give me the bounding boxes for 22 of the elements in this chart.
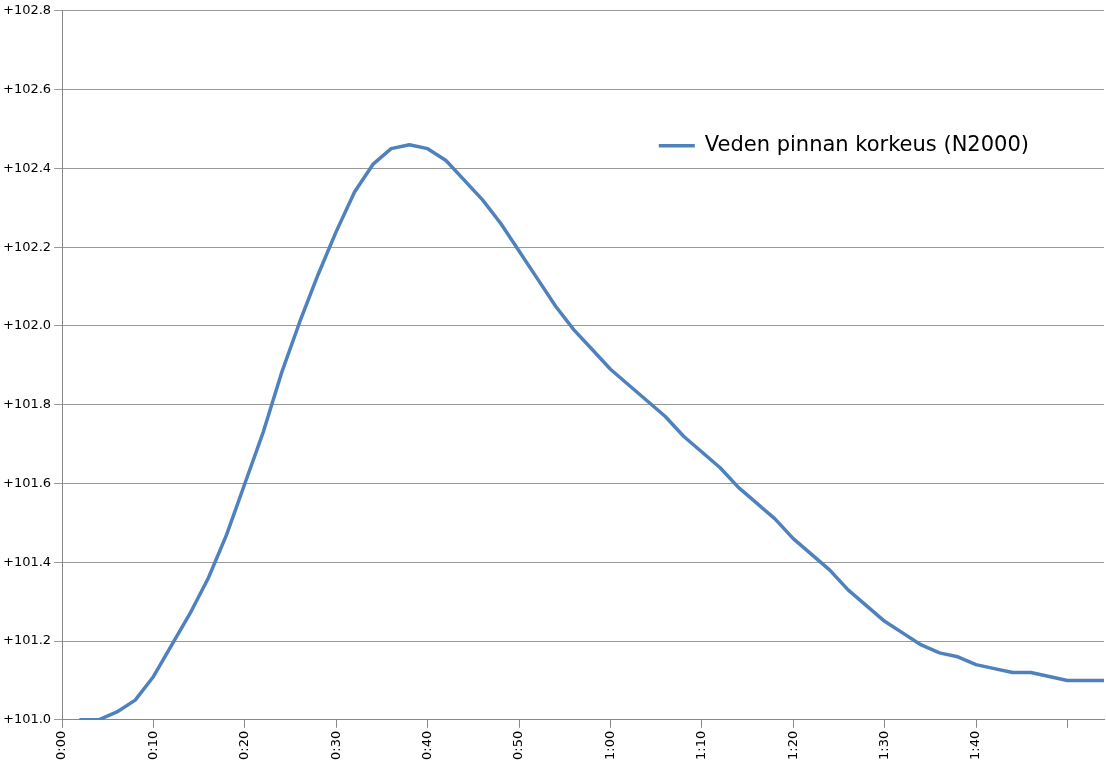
y-tick-label: +102.0 [3,317,52,333]
y-tick-label: +101.6 [3,474,52,490]
x-tick-label: 1:10 [693,730,709,761]
x-tick-label: 1:30 [876,730,892,761]
y-tick-label: +102.6 [3,80,52,96]
x-tick-label: 1:20 [784,730,800,761]
y-tick-label: +101.8 [3,396,52,412]
x-tick-label: 0:00 [53,730,69,761]
y-tick-label: +102.2 [3,238,52,254]
x-tick-label: 0:40 [419,730,435,761]
legend-label: Veden pinnan korkeus (N2000) [704,132,1029,157]
y-tick-label: +101.4 [3,553,52,569]
y-tick-label: +101.2 [3,632,52,648]
x-tick-label: 0:50 [510,730,526,761]
x-tick-label: 0:10 [144,730,160,761]
y-tick-label: +102.4 [3,159,52,175]
x-tick-label: 0:30 [327,730,343,761]
x-tick-label: 1:40 [967,730,983,761]
y-tick-label: +102.8 [3,2,52,18]
x-tick-label: 1:00 [601,730,617,761]
x-tick-label: 0:20 [236,730,252,761]
y-tick-label: +101.0 [3,711,52,727]
